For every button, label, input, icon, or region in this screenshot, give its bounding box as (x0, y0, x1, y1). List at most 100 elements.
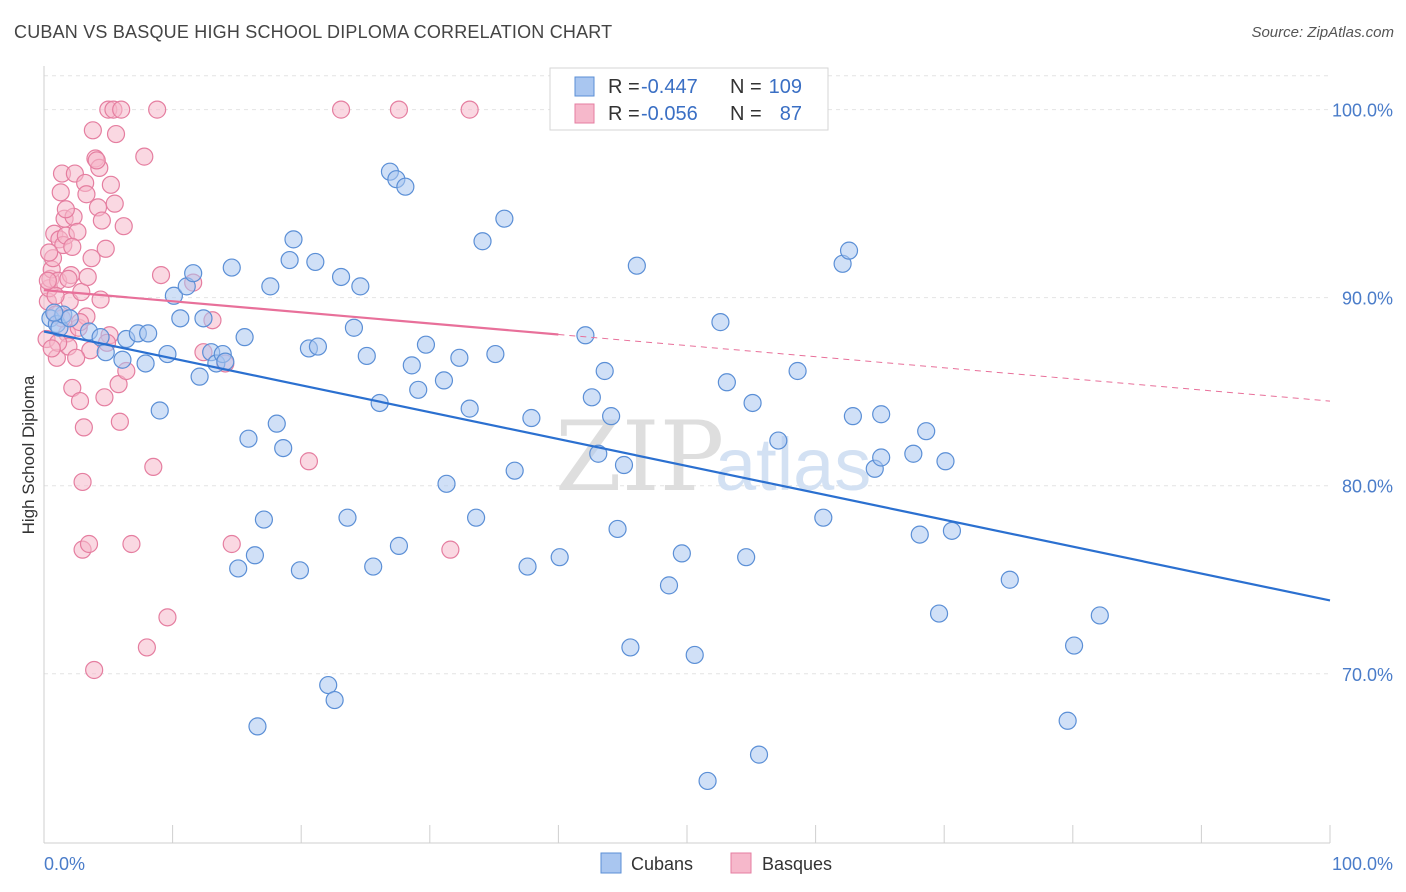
cuban-point-44 (338, 508, 357, 527)
cuban-point-25 (222, 258, 241, 277)
basque-point-81 (105, 194, 124, 213)
basque-point-51 (112, 100, 131, 119)
cuban-point-65 (505, 461, 524, 480)
legend-r-label-2: R = (608, 103, 640, 125)
legend-label-cubans: Cubans (631, 854, 693, 874)
basque-point-55 (135, 147, 154, 166)
cuban-point-102 (1000, 570, 1019, 589)
legend-n-value-1: 109 (769, 76, 802, 98)
cuban-point-14 (158, 344, 177, 364)
cuban-point-103 (1058, 711, 1077, 730)
basque-point-43 (96, 239, 115, 258)
cuban-point-80 (685, 645, 704, 665)
basque-point-75 (82, 249, 101, 268)
cuban-point-94 (872, 448, 891, 467)
cuban-point-32 (261, 277, 280, 296)
basque-point-57 (144, 457, 163, 477)
cuban-point-76 (621, 638, 640, 657)
cuban-point-63 (486, 344, 505, 364)
basque-point-73 (42, 339, 61, 358)
cuban-point-71 (589, 444, 608, 463)
source-label: Source: ZipAtlas.com (1251, 24, 1394, 41)
cuban-point-84 (737, 548, 756, 567)
basque-point-80 (77, 185, 96, 204)
cuban-point-92 (843, 407, 862, 426)
basque-point-74 (59, 269, 78, 288)
cuban-point-48 (364, 557, 383, 576)
basque-point-33 (79, 534, 99, 554)
cuban-point-86 (749, 745, 769, 764)
cuban-point-54 (402, 356, 421, 375)
basque-point-56 (137, 638, 156, 657)
cuban-point-91 (839, 241, 859, 260)
legend-swatch-cubans-bottom (600, 852, 622, 874)
trend-lines (43, 289, 1331, 602)
cuban-point-100 (942, 521, 962, 540)
watermark-atlas: atlas (715, 423, 871, 506)
basque-point-60 (158, 608, 177, 627)
basque-point-84 (56, 200, 75, 219)
basque-point-69 (441, 540, 460, 559)
basque-point-48 (106, 124, 126, 144)
cuban-point-36 (284, 230, 303, 249)
cuban-point-89 (814, 508, 833, 527)
basque-point-68 (389, 100, 409, 119)
grid-lines (44, 75, 1330, 675)
cuban-point-95 (872, 405, 891, 424)
cuban-point-29 (245, 546, 265, 565)
cuban-point-12 (136, 354, 155, 373)
cuban-point-98 (917, 422, 936, 441)
cuban-point-58 (437, 474, 456, 493)
cuban-point-67 (522, 408, 541, 428)
cuban-point-42 (325, 690, 344, 710)
cuban-point-52 (389, 536, 409, 555)
basque-point-46 (101, 175, 120, 194)
cuban-point-82 (711, 313, 730, 332)
cuban-point-85 (743, 393, 762, 413)
cuban-point-74 (608, 519, 627, 539)
cuban-point-73 (602, 407, 621, 426)
legend-r-value-2: -0.056 (641, 103, 698, 125)
cuban-point-20 (194, 309, 213, 328)
y-axis-title: High School Diploma (19, 375, 38, 534)
cuban-point-104 (1064, 636, 1084, 655)
cuban-point-37 (290, 561, 310, 580)
legend-swatch-cubans (574, 76, 595, 97)
basque-point-41 (92, 211, 111, 230)
basque-point-27 (73, 472, 92, 492)
x-tick-label-0: 0.0% (44, 854, 85, 874)
cuban-point-72 (595, 361, 614, 381)
cuban-point-97 (910, 525, 929, 544)
cuban-point-59 (450, 348, 469, 367)
basque-point-42 (95, 388, 114, 407)
cuban-point-56 (416, 335, 436, 354)
cuban-point-88 (788, 361, 807, 381)
legend-label-basques: Basques (762, 854, 832, 874)
basque-trend-line (43, 289, 559, 336)
basque-point-85 (87, 151, 106, 170)
basque-trend-line-extension (558, 334, 1331, 402)
cuban-point-57 (434, 371, 454, 390)
cuban-point-68 (550, 548, 569, 567)
basque-point-50 (110, 412, 129, 431)
cuban-point-46 (351, 277, 370, 296)
legend-n-label-1: N = (730, 76, 762, 98)
cuban-point-35 (280, 250, 299, 270)
basque-point-54 (122, 534, 141, 554)
x-tick-label-1: 100.0% (1332, 854, 1393, 874)
cuban-point-62 (473, 232, 492, 251)
cuban-point-34 (274, 438, 293, 458)
tick-labels: 100.0% 90.0% 80.0% 70.0% 0.0% 100.0% (44, 101, 1393, 874)
cuban-point-96 (904, 444, 923, 463)
cuban-point-45 (344, 318, 364, 337)
cuban-point-28 (239, 429, 258, 448)
cuban-point-31 (254, 510, 274, 529)
legend-n-label-2: N = (730, 103, 762, 125)
cuban-point-77 (627, 256, 646, 275)
basque-point-25 (70, 391, 90, 411)
basque-point-35 (83, 121, 102, 140)
cuban-point-19 (190, 367, 209, 386)
basque-point-82 (40, 243, 59, 262)
cuban-point-61 (466, 508, 486, 527)
